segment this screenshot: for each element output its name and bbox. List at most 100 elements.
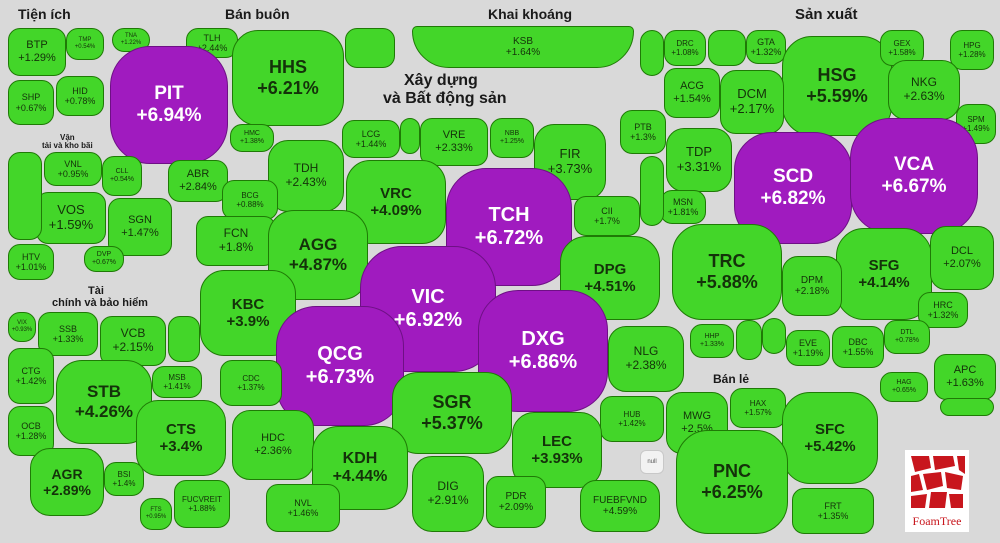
- stock-tile[interactable]: VCA +6.67%: [850, 118, 978, 234]
- stock-ticker: HSG: [817, 65, 857, 86]
- stock-tile[interactable]: HAG +0.65%: [880, 372, 928, 402]
- stock-tile[interactable]: NLG +2.38%: [608, 326, 684, 392]
- stock-tile[interactable]: VIX +0.93%: [8, 312, 36, 342]
- stock-change: +3.9%: [226, 313, 270, 330]
- stock-tile[interactable]: HAX +1.57%: [730, 388, 786, 428]
- stock-ticker: BCG: [241, 190, 259, 200]
- stock-tile[interactable]: NKG +2.63%: [888, 60, 960, 120]
- stock-change: +1.19%: [792, 348, 824, 358]
- stock-tile[interactable]: PNC +6.25%: [676, 430, 788, 534]
- stock-tile[interactable]: BTP +1.29%: [8, 28, 66, 76]
- stock-ticker: EVE: [798, 337, 817, 348]
- stock-tile[interactable]: TMP +0.54%: [66, 28, 104, 60]
- stock-tile[interactable]: VOS +1.59%: [36, 192, 106, 244]
- stock-tile[interactable]: HMC +1.38%: [230, 124, 274, 152]
- stock-ticker: AGR: [51, 465, 83, 482]
- stock-tile[interactable]: CLL +0.54%: [102, 156, 142, 196]
- stock-tile[interactable]: AGR +2.89%: [30, 448, 104, 516]
- stock-tile[interactable]: GTA +1.32%: [746, 30, 786, 64]
- stock-tile[interactable]: PDR +2.09%: [486, 476, 546, 528]
- stock-tile[interactable]: null: [640, 450, 664, 474]
- stock-tile[interactable]: VNL +0.95%: [44, 152, 102, 186]
- stock-tile[interactable]: FCN +1.8%: [196, 216, 276, 266]
- stock-tile[interactable]: VRC +4.09%: [346, 160, 446, 244]
- stock-tile[interactable]: CTS +3.4%: [136, 400, 226, 476]
- stock-tile[interactable]: SFC +5.42%: [782, 392, 878, 484]
- stock-change: +1.38%: [240, 138, 264, 145]
- stock-tile[interactable]: OCB +1.28%: [8, 406, 54, 456]
- stock-tile[interactable]: HHS +6.21%: [232, 30, 344, 126]
- stock-tile[interactable]: DVP +0.67%: [84, 246, 124, 272]
- stock-tile[interactable]: HPG +1.28%: [950, 30, 994, 70]
- stock-tile[interactable]: BCG +0.88%: [222, 180, 278, 220]
- stock-change: +1.28%: [958, 50, 986, 59]
- stock-tile[interactable]: APC +1.63%: [934, 354, 996, 400]
- stock-ticker: VOS: [57, 202, 85, 218]
- stock-change: +1.63%: [946, 377, 984, 389]
- stock-tile[interactable]: MSB +1.41%: [152, 366, 202, 398]
- stock-tile[interactable]: SFG +4.14%: [836, 228, 932, 320]
- stock-change: +4.51%: [584, 278, 636, 295]
- stock-tile[interactable]: TDH +2.43%: [268, 140, 344, 212]
- stock-tile[interactable]: ABR +2.84%: [168, 160, 228, 202]
- stock-tile[interactable]: TRC +5.88%: [672, 224, 782, 320]
- stock-tile[interactable]: CII +1.7%: [574, 196, 640, 236]
- stock-tile[interactable]: LEC +3.93%: [512, 412, 602, 488]
- stock-tile[interactable]: HUB +1.42%: [600, 396, 664, 442]
- stock-change: +1.22%: [120, 40, 142, 46]
- stock-tile[interactable]: HHP +1.33%: [690, 324, 734, 358]
- stock-change: +2.44%: [196, 43, 228, 53]
- stock-tile[interactable]: HTV +1.01%: [8, 244, 54, 280]
- stock-tile[interactable]: FUCVREIT +1.88%: [174, 480, 230, 528]
- stock-ticker: HAX: [749, 398, 767, 408]
- stock-ticker: DPG: [593, 260, 627, 278]
- stock-change: +3.31%: [676, 159, 722, 174]
- stock-tile[interactable]: HID +0.78%: [56, 76, 104, 116]
- stock-tile[interactable]: SGN +1.47%: [108, 198, 172, 256]
- stock-tile[interactable]: DPG +4.51%: [560, 236, 660, 320]
- stock-tile[interactable]: DRC +1.08%: [664, 30, 706, 66]
- stock-change: +1.37%: [237, 383, 265, 392]
- stock-tile[interactable]: ACG +1.54%: [664, 68, 720, 118]
- stock-tile[interactable]: NVL +1.46%: [266, 484, 340, 532]
- stock-tile[interactable]: NBB +1.25%: [490, 118, 534, 158]
- stock-tile[interactable]: QCG +6.73%: [276, 306, 404, 426]
- stock-change: +1.35%: [817, 511, 849, 521]
- stock-ticker: DPM: [800, 274, 824, 286]
- stock-tile[interactable]: TDP +3.31%: [666, 128, 732, 192]
- stock-change: +4.26%: [74, 402, 134, 421]
- stock-tile[interactable]: CTG +1.42%: [8, 348, 54, 404]
- stock-tile[interactable]: DIG +2.91%: [412, 456, 484, 532]
- stock-tile[interactable]: FTS +0.95%: [140, 498, 172, 530]
- stock-ticker: AGG: [298, 235, 338, 255]
- stock-tile[interactable]: FRT +1.35%: [792, 488, 874, 534]
- stock-tile[interactable]: FUEBFVND +4.59%: [580, 480, 660, 532]
- stock-ticker: TCH: [488, 204, 530, 226]
- stock-tile[interactable]: KSB +1.64%: [412, 26, 634, 68]
- stock-tile[interactable]: DTL +0.78%: [884, 320, 930, 354]
- stock-tile[interactable]: HRC +1.32%: [918, 292, 968, 328]
- stock-tile[interactable]: PTB +1.3%: [620, 110, 666, 154]
- stock-tile[interactable]: BSI +1.4%: [104, 462, 144, 496]
- stock-ticker: KSB: [512, 35, 533, 47]
- stock-tile[interactable]: DCL +2.07%: [930, 226, 994, 290]
- stock-tile[interactable]: SGR +5.37%: [392, 372, 512, 454]
- stock-tile[interactable]: PIT +6.94%: [110, 46, 228, 164]
- stock-tile[interactable]: MSN +1.81%: [660, 190, 706, 224]
- stock-tile[interactable]: SHP +0.67%: [8, 80, 54, 125]
- stock-tile[interactable]: VCB +2.15%: [100, 316, 166, 366]
- stock-tile[interactable]: HDC +2.36%: [232, 410, 314, 480]
- stock-ticker: VRC: [380, 184, 412, 202]
- stock-change: +1.44%: [355, 139, 387, 149]
- stock-tile[interactable]: DPM +2.18%: [782, 256, 842, 316]
- stock-ticker: TRC: [708, 251, 746, 272]
- stock-tile[interactable]: VRE +2.33%: [420, 118, 488, 166]
- stock-tile[interactable]: EVE +1.19%: [786, 330, 830, 366]
- stock-tile[interactable]: DBC +1.55%: [832, 326, 884, 368]
- stock-tile[interactable]: STB +4.26%: [56, 360, 152, 444]
- stock-tile[interactable]: LCG +1.44%: [342, 120, 400, 158]
- stock-ticker: VIX: [17, 320, 27, 327]
- stock-tile[interactable]: CDC +1.37%: [220, 360, 282, 406]
- stock-tile[interactable]: HSG +5.59%: [782, 36, 892, 136]
- stock-tile[interactable]: DCM +2.17%: [720, 70, 784, 134]
